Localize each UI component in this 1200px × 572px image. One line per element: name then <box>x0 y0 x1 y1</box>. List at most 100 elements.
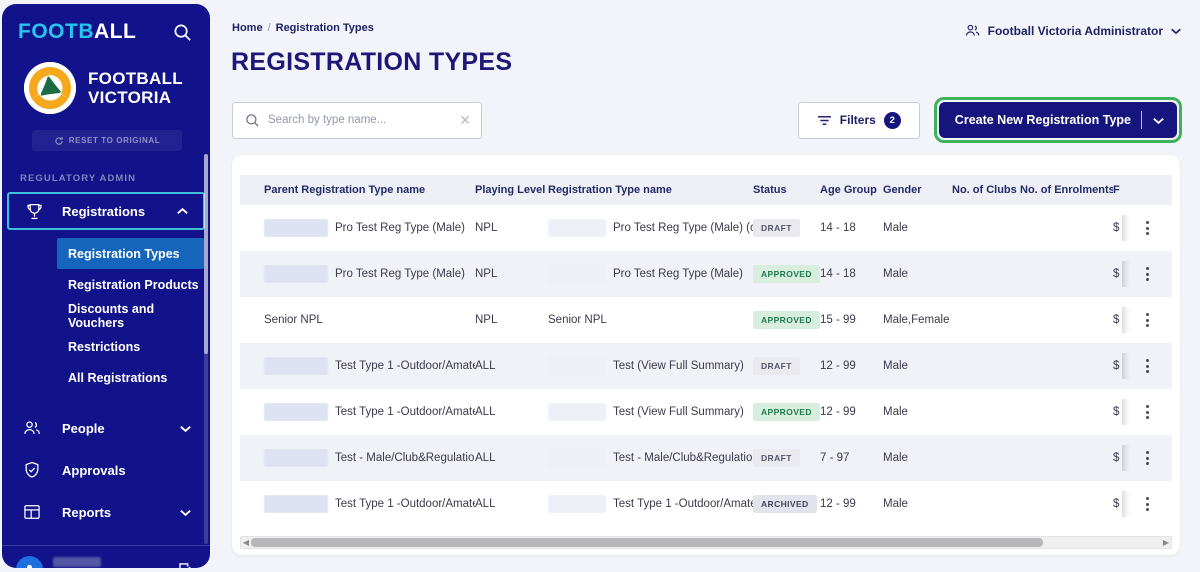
table-row[interactable]: Test Type 1 -Outdoor/Amateur/Male ALL Te… <box>240 481 1172 527</box>
redacted-user-name <box>53 556 101 567</box>
sidebar-subitem-discounts-and-vouchers[interactable]: Discounts and Vouchers <box>68 301 155 330</box>
status-cell: APPROVED <box>753 265 820 283</box>
page-title: REGISTRATION TYPES <box>231 48 513 76</box>
fee-cell-clipped: $ <box>1113 452 1120 464</box>
reset-to-original-button[interactable]: RESET TO ORIGINAL <box>32 130 182 151</box>
scrollbar-track[interactable] <box>251 538 1161 547</box>
chevron-down-icon[interactable] <box>1152 114 1165 127</box>
fee-cell-clipped: $ <box>1113 498 1120 510</box>
user-avatar[interactable] <box>16 556 43 568</box>
column-header-no-of-enrolments: No. of Enrolments <box>1020 184 1113 196</box>
breadcrumb-home-link[interactable]: Home <box>232 22 263 34</box>
parent-type-text: Test - Male/Club&Regulation Fees Upfront… <box>335 452 475 464</box>
sidebar: FOOTBALL <box>2 4 210 568</box>
playing-level-cell: ALL <box>475 406 496 418</box>
row-actions-cell <box>1122 215 1172 241</box>
breadcrumb-current[interactable]: Registration Types <box>275 22 374 34</box>
sidebar-subitem-all-registrations[interactable]: All Registrations <box>68 370 168 385</box>
status-cell: DRAFT <box>753 357 820 375</box>
row-actions-cell <box>1122 491 1172 517</box>
status-badge: DRAFT <box>753 357 800 375</box>
report-table-icon <box>22 502 42 522</box>
parent-type-cell: Pro Test Reg Type (Male) <box>240 219 475 237</box>
type-name-text: Senior NPL <box>548 314 607 326</box>
type-name-cell: Test (View Full Summary) <box>548 357 753 375</box>
create-button-label: Create New Registration Type <box>954 113 1131 127</box>
button-divider <box>1141 111 1142 129</box>
type-name-cell: Pro Test Reg Type (Male) (copy) <box>548 219 753 237</box>
type-name-cell: Test - Male/Club&Regulation Fees Upfront <box>548 449 753 467</box>
table-row[interactable]: Test Type 1 -Outdoor/Amateur/Male ALL Te… <box>240 343 1172 389</box>
sidebar-subitem-registration-types[interactable]: Registration Types <box>57 238 204 269</box>
status-badge: DRAFT <box>753 219 800 237</box>
playing-level-cell: ALL <box>475 452 496 464</box>
sidebar-item-registrations[interactable]: Registrations <box>7 192 205 230</box>
sidebar-divider <box>2 545 210 546</box>
status-cell: APPROVED <box>753 311 820 329</box>
horizontal-scrollbar[interactable]: ◀ ▶ <box>240 536 1172 549</box>
table-row[interactable]: Test - Male/Club&Regulation Fees Upfront… <box>240 435 1172 481</box>
gender-cell: Male <box>883 222 908 234</box>
sidebar-item-people-label: People <box>62 420 105 436</box>
table-row[interactable]: Senior NPL NPL Senior NPL APPROVED 15 - … <box>240 297 1172 343</box>
org-name: FOOTBALL VICTORIA <box>88 69 183 107</box>
age-group-cell: 12 - 99 <box>820 498 856 510</box>
sidebar-item-people[interactable]: People <box>2 407 210 449</box>
sidebar-item-approvals[interactable]: Approvals <box>2 449 210 491</box>
clear-search-icon[interactable]: ✕ <box>459 112 471 128</box>
parent-type-text: Pro Test Reg Type (Male) <box>335 222 465 234</box>
kebab-menu-icon[interactable] <box>1136 491 1159 517</box>
status-badge: APPROVED <box>753 403 820 421</box>
table-row[interactable]: Pro Test Reg Type (Male) NPL Pro Test Re… <box>240 251 1172 297</box>
table-row[interactable]: Pro Test Reg Type (Male) NPL Pro Test Re… <box>240 205 1172 251</box>
sidebar-item-reports[interactable]: Reports <box>2 491 210 533</box>
kebab-menu-icon[interactable] <box>1136 445 1159 471</box>
sidebar-subitem-restrictions[interactable]: Restrictions <box>68 339 141 354</box>
playing-level-cell: NPL <box>475 314 498 326</box>
org-name-line1: FOOTBALL <box>88 68 183 88</box>
sidebar-item-registrations-label: Registrations <box>62 203 146 219</box>
refresh-icon <box>54 136 64 146</box>
playing-level-cell: NPL <box>475 268 498 280</box>
breadcrumb-separator: / <box>267 22 271 34</box>
search-input[interactable] <box>268 114 460 126</box>
row-actions-cell <box>1122 353 1172 379</box>
parent-type-text: Test Type 1 -Outdoor/Amateur/Male <box>335 406 475 418</box>
kebab-menu-icon[interactable] <box>1136 215 1159 241</box>
filters-button[interactable]: Filters 2 <box>797 101 920 139</box>
table-row[interactable]: Test Type 1 -Outdoor/Amateur/Male ALL Te… <box>240 389 1172 435</box>
status-cell: DRAFT <box>753 449 820 467</box>
sidebar-scrollbar[interactable] <box>204 154 208 544</box>
search-icon[interactable] <box>173 23 192 42</box>
row-actions-cell <box>1122 261 1172 287</box>
sign-out-icon[interactable] <box>177 561 194 568</box>
create-new-registration-type-button[interactable]: Create New Registration Type <box>938 102 1177 138</box>
parent-type-text: Senior NPL <box>264 314 323 326</box>
reset-to-original-label: RESET TO ORIGINAL <box>68 136 161 145</box>
parent-type-text: Test Type 1 -Outdoor/Amateur/Male <box>335 360 475 372</box>
status-badge: ARCHIVED <box>753 495 817 513</box>
chevron-down-icon <box>179 506 192 519</box>
org-name-line2: VICTORIA <box>88 88 172 107</box>
org-logo-row: FOOTBALL VICTORIA <box>2 54 210 120</box>
scroll-left-arrow[interactable]: ◀ <box>242 538 250 547</box>
kebab-menu-icon[interactable] <box>1136 399 1159 425</box>
parent-type-cell: Test - Male/Club&Regulation Fees Upfront… <box>240 449 475 467</box>
column-header-type-name: Registration Type name <box>548 184 672 196</box>
age-group-cell: 12 - 99 <box>820 360 856 372</box>
playing-level-cell: ALL <box>475 498 496 510</box>
scrollbar-thumb[interactable] <box>251 538 1043 547</box>
age-group-cell: 7 - 97 <box>820 452 850 464</box>
sidebar-item-reports-label: Reports <box>62 504 112 520</box>
gender-cell: Male <box>883 452 908 464</box>
kebab-menu-icon[interactable] <box>1136 307 1159 333</box>
type-name-text: Test - Male/Club&Regulation Fees Upfront <box>613 452 753 464</box>
admin-account-label: Football Victoria Administrator <box>987 23 1163 38</box>
scroll-right-arrow[interactable]: ▶ <box>1162 538 1170 547</box>
admin-account-menu[interactable]: Football Victoria Administrator <box>964 22 1182 39</box>
kebab-menu-icon[interactable] <box>1136 261 1159 287</box>
type-name-text: Test Type 1 -Outdoor/Amateur/Male <box>613 498 753 510</box>
redacted-text-block <box>264 495 328 513</box>
sidebar-subitem-registration-products[interactable]: Registration Products <box>68 277 199 292</box>
kebab-menu-icon[interactable] <box>1136 353 1159 379</box>
